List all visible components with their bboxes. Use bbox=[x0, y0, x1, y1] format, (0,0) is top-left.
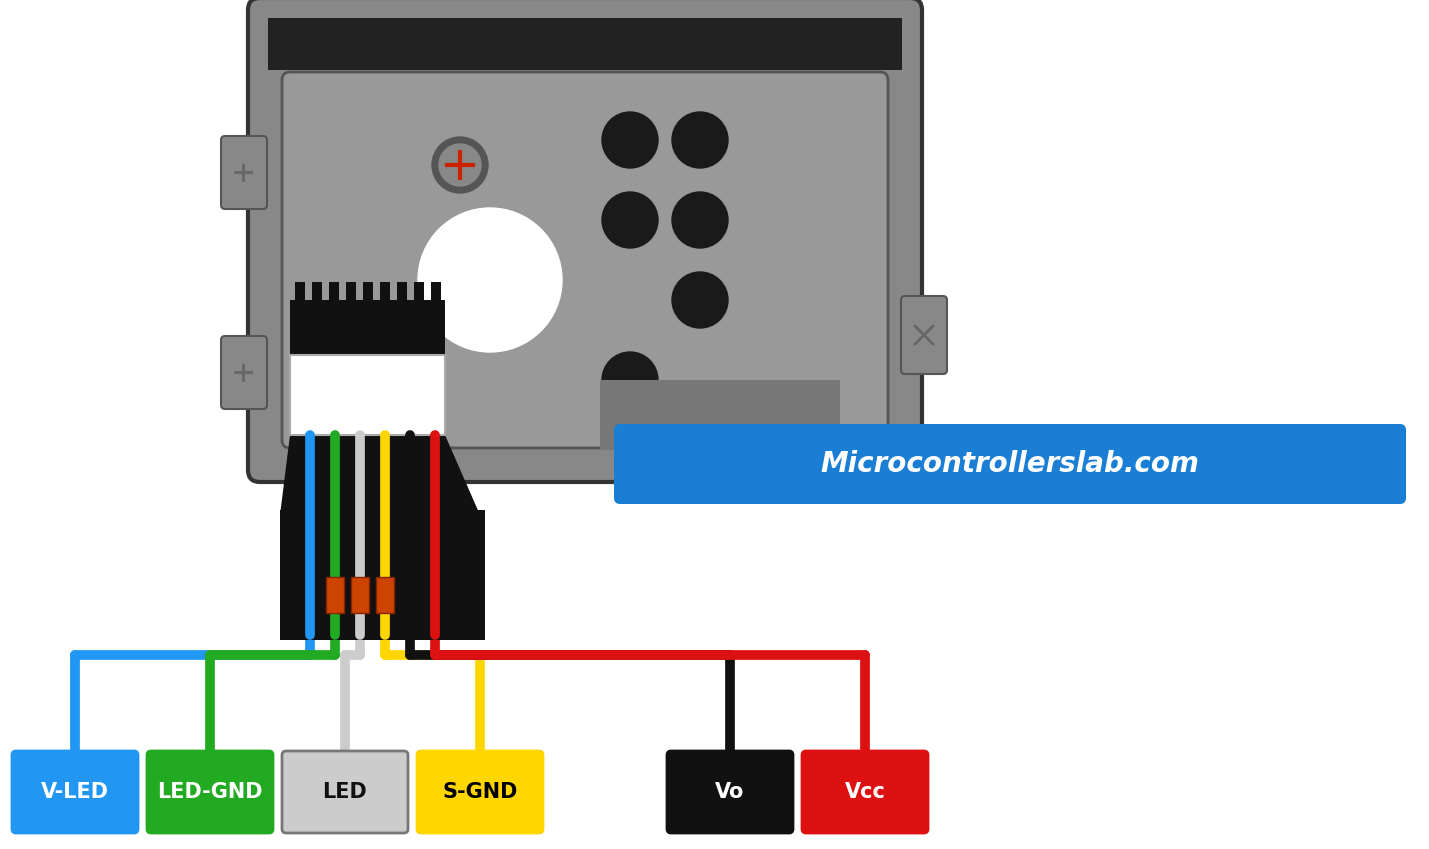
Bar bbox=[290, 300, 444, 355]
Circle shape bbox=[439, 144, 482, 186]
Bar bbox=[397, 282, 407, 302]
Circle shape bbox=[419, 208, 562, 352]
FancyBboxPatch shape bbox=[667, 751, 793, 833]
Bar bbox=[432, 282, 442, 302]
Circle shape bbox=[602, 352, 657, 408]
Bar bbox=[294, 282, 304, 302]
Bar bbox=[290, 355, 444, 435]
Bar bbox=[600, 380, 840, 450]
Circle shape bbox=[672, 272, 727, 328]
FancyBboxPatch shape bbox=[902, 296, 947, 374]
FancyBboxPatch shape bbox=[802, 751, 927, 833]
FancyBboxPatch shape bbox=[282, 751, 409, 833]
Bar bbox=[329, 282, 339, 302]
Text: Vo: Vo bbox=[716, 782, 745, 802]
Text: LED-GND: LED-GND bbox=[157, 782, 263, 802]
Bar bbox=[346, 282, 356, 302]
Bar bbox=[326, 577, 344, 613]
Polygon shape bbox=[280, 435, 480, 515]
FancyBboxPatch shape bbox=[221, 336, 267, 409]
Bar bbox=[280, 510, 484, 640]
FancyBboxPatch shape bbox=[614, 424, 1406, 504]
FancyBboxPatch shape bbox=[417, 751, 543, 833]
Text: Vcc: Vcc bbox=[845, 782, 886, 802]
Text: LED: LED bbox=[323, 782, 367, 802]
Bar bbox=[376, 577, 394, 613]
FancyBboxPatch shape bbox=[282, 72, 887, 448]
Circle shape bbox=[602, 192, 657, 248]
Bar bbox=[414, 282, 424, 302]
Bar bbox=[269, 18, 902, 70]
FancyBboxPatch shape bbox=[11, 751, 139, 833]
FancyBboxPatch shape bbox=[249, 0, 922, 482]
Circle shape bbox=[602, 112, 657, 168]
Text: V-LED: V-LED bbox=[41, 782, 109, 802]
Circle shape bbox=[672, 112, 727, 168]
FancyBboxPatch shape bbox=[147, 751, 273, 833]
Bar bbox=[363, 282, 373, 302]
Bar bbox=[380, 282, 390, 302]
Bar bbox=[352, 577, 369, 613]
Text: S-GND: S-GND bbox=[443, 782, 517, 802]
FancyBboxPatch shape bbox=[221, 136, 267, 209]
Text: Microcontrollerslab.com: Microcontrollerslab.com bbox=[820, 450, 1199, 478]
Bar bbox=[312, 282, 322, 302]
Circle shape bbox=[672, 192, 727, 248]
Circle shape bbox=[432, 137, 487, 193]
